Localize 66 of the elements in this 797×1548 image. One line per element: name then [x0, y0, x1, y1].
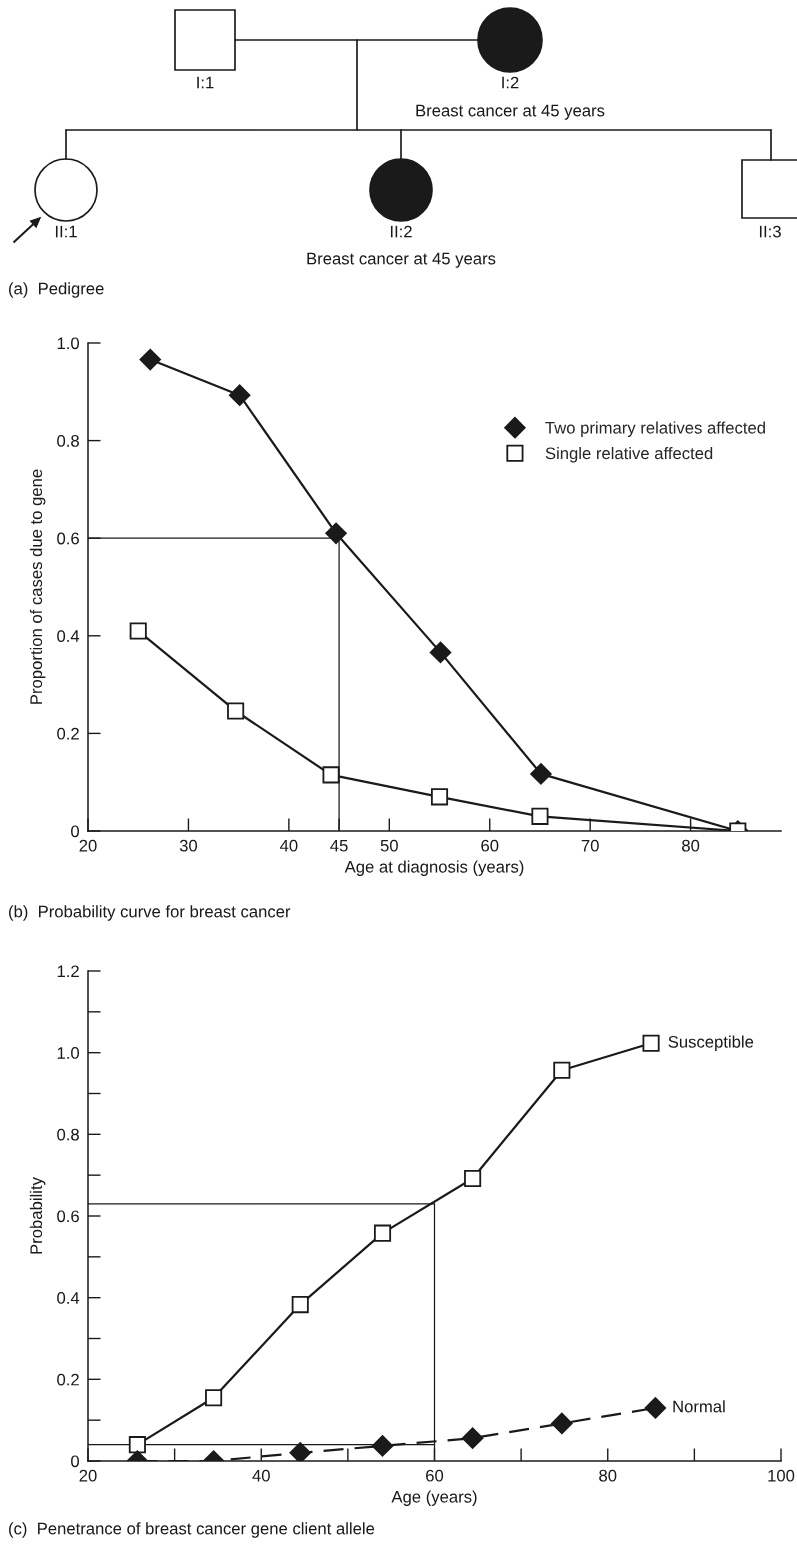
text: II:3 — [759, 225, 781, 238]
y-tick-label: 1.2 — [57, 965, 79, 978]
x-tick-label: 20 — [79, 1469, 97, 1482]
x-tick-label: 60 — [426, 1469, 444, 1482]
point — [429, 641, 452, 664]
series-label: Susceptible — [668, 1035, 754, 1052]
point — [461, 1427, 484, 1449]
series-label: Normal — [673, 1400, 725, 1413]
text: Breast cancer at 45 years — [416, 104, 605, 120]
point — [553, 1061, 571, 1079]
point — [325, 522, 347, 545]
y-tick-label: 1.0 — [57, 337, 80, 350]
point — [227, 702, 245, 720]
y-tick-label: 0.2 — [57, 727, 79, 740]
point — [373, 1224, 392, 1242]
point — [530, 763, 552, 785]
text: I:1 — [197, 76, 214, 89]
point — [289, 1442, 311, 1461]
point — [430, 788, 449, 806]
y-tick-label: 0.8 — [57, 1128, 79, 1141]
legend-label: Two primary relatives affected — [545, 421, 765, 437]
text: (b) Probability curve for breast cancer — [9, 905, 291, 921]
x-tick-label: 100 — [768, 1469, 795, 1482]
x-tick-label: 20 — [79, 839, 97, 852]
y-tick-label: 0.4 — [57, 1292, 80, 1304]
y-tick-label: 0.2 — [57, 1373, 79, 1386]
y-tick-label: 0.8 — [57, 435, 79, 447]
point — [228, 384, 251, 406]
text: Breast cancer at 45 years — [307, 252, 496, 268]
point — [371, 1435, 394, 1457]
y-axis-title: Proportion of cases due to gene — [29, 469, 46, 704]
point — [291, 1296, 309, 1314]
text: II:1 — [55, 225, 77, 238]
point — [129, 622, 147, 640]
legend-label: Single relative affected — [545, 446, 713, 463]
x-tick-label: 45 — [330, 839, 348, 852]
x-tick-label: 40 — [279, 839, 298, 852]
text: (a) Pedigree — [9, 282, 104, 298]
y-tick-label: 0.4 — [57, 630, 80, 642]
point — [322, 766, 340, 784]
point — [139, 348, 161, 371]
point — [642, 1034, 660, 1052]
point — [205, 1389, 223, 1407]
x-axis-title: Age (years) — [391, 1490, 477, 1506]
x-tick-label: 70 — [581, 839, 599, 852]
y-tick-label: 0 — [71, 1455, 80, 1468]
point — [531, 807, 549, 825]
y-tick-label: 0 — [71, 825, 80, 838]
x-tick-label: 40 — [252, 1469, 270, 1482]
text: II:2 — [390, 225, 412, 238]
x-axis-title: Age at diagnosis (years) — [344, 860, 524, 876]
x-tick-label: 80 — [599, 1469, 617, 1482]
point — [128, 1436, 146, 1454]
text: (c) Penetrance of breast cancer gene client allele — [9, 1522, 375, 1538]
point — [551, 1412, 573, 1435]
y-tick-label: 1.0 — [57, 1047, 80, 1059]
x-tick-label: 60 — [481, 839, 499, 852]
y-axis-title: Probability — [29, 1177, 46, 1254]
x-tick-label: 50 — [380, 839, 398, 852]
point — [464, 1169, 482, 1187]
text: I:2 — [502, 76, 519, 89]
x-tick-label: 30 — [179, 839, 198, 852]
point — [644, 1397, 667, 1419]
y-tick-label: 0.6 — [57, 532, 79, 545]
x-tick-label: 80 — [682, 839, 700, 852]
y-tick-label: 0.6 — [57, 1210, 79, 1223]
